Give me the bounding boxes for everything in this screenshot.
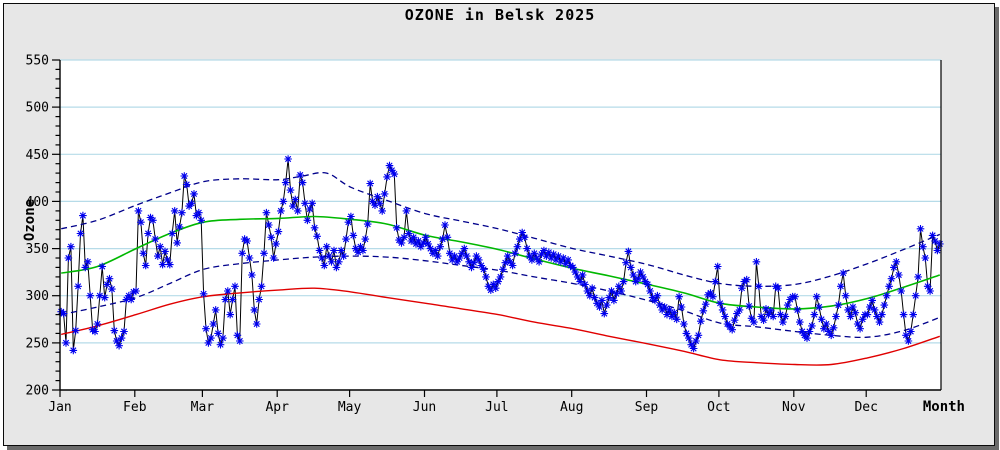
tick-label: 200 [26,384,49,399]
y-axis-label: Ozone [22,198,38,242]
tick-label: 350 [26,242,49,257]
chart-title: OZONE in Belsk 2025 [404,6,596,24]
tick-label: 550 [26,54,49,69]
tick-label: Apr [265,400,289,415]
tick-label: Oct [707,400,730,415]
tick-label: Dec [854,400,877,415]
tick-label: Nov [782,400,806,415]
tick-label: Jan [48,400,71,415]
tick-label: Jun [413,400,436,415]
x-axis-ticks: Jan Feb Mar Apr May Jun Jul Aug Sep Oct Nov Dec [48,390,878,415]
daily-ozone-markers [57,155,944,355]
tick-label: Feb [123,400,147,415]
tick-label: 450 [26,148,49,163]
tick-label: 300 [26,289,49,304]
tick-label: 400 [26,195,49,210]
tick-label: Sep [635,400,659,415]
x-axis-label: Month [922,399,965,415]
tick-label: 250 [26,336,49,351]
tick-label: May [338,400,362,415]
tick-label: Aug [560,400,583,415]
tick-label: Mar [191,400,215,415]
tick-label: 500 [26,101,49,116]
y-axis-ticks: 200 250 300 350 400 450 500 550 [26,54,60,399]
tick-label: Jul [485,400,508,415]
